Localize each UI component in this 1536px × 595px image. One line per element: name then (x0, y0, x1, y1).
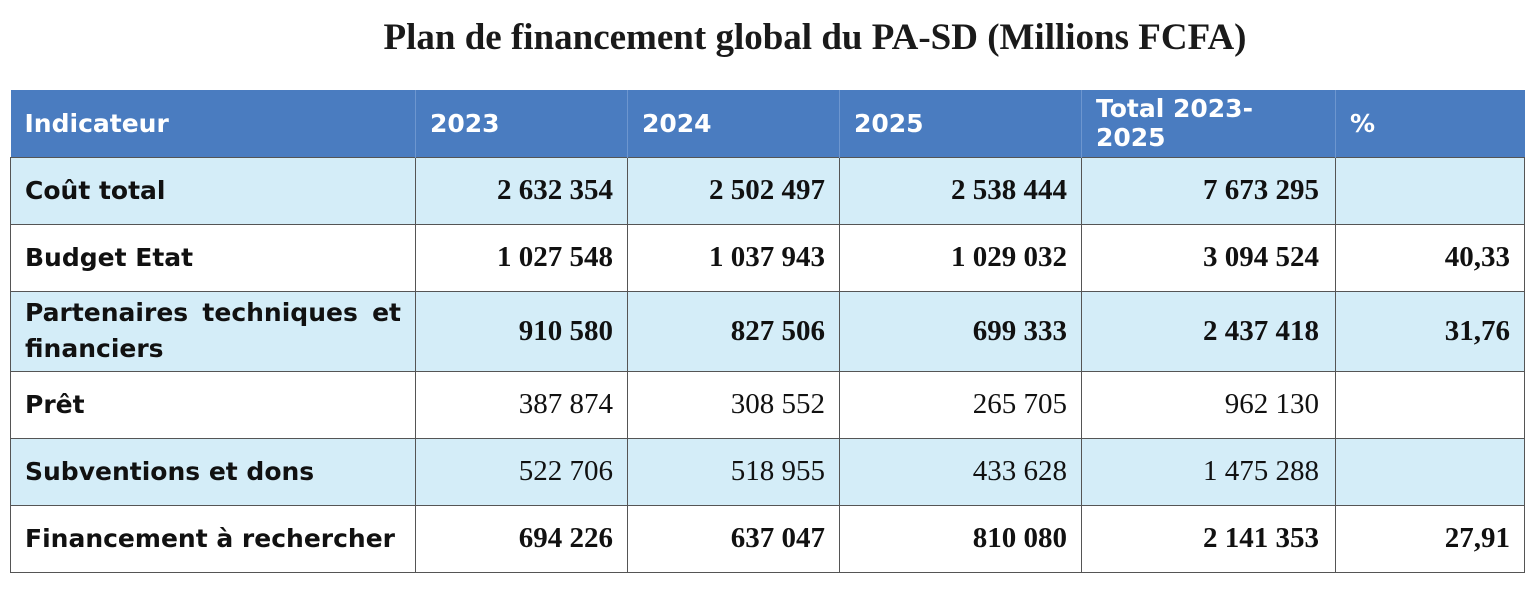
cell-percent: 31,76 (1335, 290, 1525, 372)
cell-total: 7 673 295 (1081, 156, 1336, 225)
cell-2023: 1 027 548 (415, 223, 628, 292)
header-percent: % (1335, 90, 1525, 157)
cell-2023: 694 226 (415, 504, 628, 573)
cell-2025: 699 333 (839, 290, 1082, 372)
table-header: Indicateur 2023 2024 2025 Total 2023-202… (10, 90, 1525, 157)
cell-2024: 308 552 (627, 370, 840, 439)
header-2025: 2025 (839, 90, 1082, 157)
cell-total: 2 437 418 (1081, 290, 1336, 372)
header-2024: 2024 (627, 90, 840, 157)
header-total: Total 2023-2025 (1081, 90, 1336, 157)
table-body: Coût total 2 632 354 2 502 497 2 538 444… (10, 156, 1525, 573)
cell-2023: 387 874 (415, 370, 628, 439)
cell-2024: 637 047 (627, 504, 840, 573)
table-row: Budget Etat 1 027 548 1 037 943 1 029 03… (10, 223, 1525, 292)
cell-total: 2 141 353 (1081, 504, 1336, 573)
page-title: Plan de financement global du PA-SD (Mil… (383, 17, 1247, 58)
cell-total: 962 130 (1081, 370, 1336, 439)
cell-2024: 2 502 497 (627, 156, 840, 225)
header-row: Indicateur 2023 2024 2025 Total 2023-202… (10, 90, 1525, 157)
cell-total: 1 475 288 (1081, 437, 1336, 506)
table-row: Partenaires techniques et financiers 910… (10, 290, 1525, 372)
cell-percent: 27,91 (1335, 504, 1525, 573)
cell-2024: 1 037 943 (627, 223, 840, 292)
row-label: Subventions et dons (10, 437, 416, 506)
cell-percent (1335, 370, 1525, 439)
cell-2025: 810 080 (839, 504, 1082, 573)
row-label: Partenaires techniques et financiers (10, 290, 416, 372)
cell-2024: 518 955 (627, 437, 840, 506)
table-row: Financement à rechercher 694 226 637 047… (10, 504, 1525, 573)
table-row: Subventions et dons 522 706 518 955 433 … (10, 437, 1525, 506)
cell-2023: 2 632 354 (415, 156, 628, 225)
row-label: Budget Etat (10, 223, 416, 292)
row-label: Coût total (10, 156, 416, 225)
cell-percent (1335, 156, 1525, 225)
cell-2025: 2 538 444 (839, 156, 1082, 225)
cell-2023: 522 706 (415, 437, 628, 506)
cell-percent (1335, 437, 1525, 506)
cell-percent: 40,33 (1335, 223, 1525, 292)
row-label: Prêt (10, 370, 416, 439)
header-indicateur: Indicateur (10, 90, 416, 157)
cell-2023: 910 580 (415, 290, 628, 372)
table-row: Prêt 387 874 308 552 265 705 962 130 (10, 370, 1525, 439)
header-2023: 2023 (415, 90, 628, 157)
cell-2025: 265 705 (839, 370, 1082, 439)
cell-2025: 1 029 032 (839, 223, 1082, 292)
financing-table: Indicateur 2023 2024 2025 Total 2023-202… (10, 90, 1525, 573)
cell-2025: 433 628 (839, 437, 1082, 506)
cell-2024: 827 506 (627, 290, 840, 372)
table-row: Coût total 2 632 354 2 502 497 2 538 444… (10, 156, 1525, 225)
cell-total: 3 094 524 (1081, 223, 1336, 292)
row-label: Financement à rechercher (10, 504, 416, 573)
